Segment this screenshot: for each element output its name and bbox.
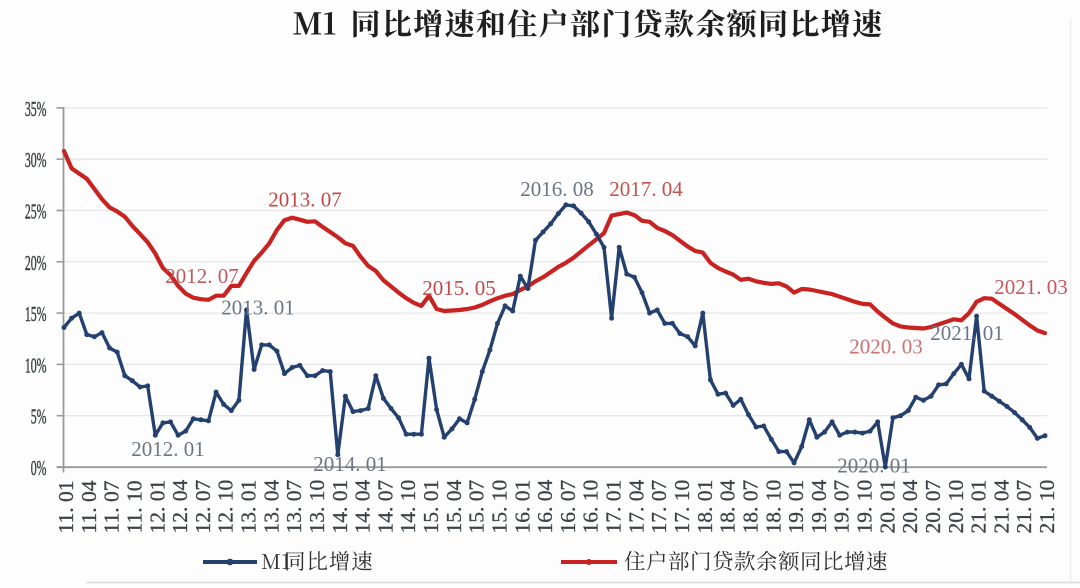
svg-text:16. 04: 16. 04: [533, 480, 557, 534]
svg-text:14. 01: 14. 01: [328, 480, 352, 534]
svg-text:19. 04: 19. 04: [807, 480, 831, 534]
svg-text:14. 07: 14. 07: [373, 480, 397, 534]
svg-text:2021. 03: 2021. 03: [994, 275, 1068, 299]
svg-text:18. 07: 18. 07: [739, 480, 763, 534]
svg-text:15. 01: 15. 01: [419, 480, 443, 534]
svg-text:11. 07: 11. 07: [100, 480, 124, 533]
svg-text:15. 04: 15. 04: [442, 480, 466, 534]
svg-text:11. 10: 11. 10: [122, 481, 146, 534]
svg-text:18. 04: 18. 04: [716, 480, 740, 534]
svg-text:2020. 03: 2020. 03: [849, 335, 923, 359]
svg-text:2012. 07: 2012. 07: [165, 264, 239, 288]
svg-text:25%: 25%: [25, 200, 47, 224]
svg-text:13. 04: 13. 04: [259, 480, 283, 534]
svg-text:12. 10: 12. 10: [214, 480, 238, 534]
svg-text:16. 10: 16. 10: [579, 480, 603, 534]
svg-text:30%: 30%: [25, 149, 47, 173]
svg-text:35%: 35%: [25, 97, 47, 121]
svg-text:15. 07: 15. 07: [465, 480, 489, 534]
svg-text:2013. 07: 2013. 07: [268, 188, 342, 212]
svg-text:14. 10: 14. 10: [396, 480, 420, 534]
svg-text:17. 04: 17. 04: [624, 480, 648, 534]
svg-text:2020. 01: 2020. 01: [837, 454, 911, 478]
svg-text:17. 10: 17. 10: [670, 480, 694, 534]
svg-text:16. 01: 16. 01: [510, 480, 534, 534]
svg-text:0%: 0%: [31, 456, 47, 480]
svg-text:19. 10: 19. 10: [853, 480, 877, 534]
svg-text:18. 10: 18. 10: [761, 480, 785, 534]
svg-text:11. 04: 11. 04: [77, 480, 101, 533]
svg-text:20. 01: 20. 01: [875, 480, 899, 534]
svg-text:21. 01: 21. 01: [967, 480, 991, 534]
svg-text:2014. 01: 2014. 01: [313, 452, 387, 476]
svg-text:2021. 01: 2021. 01: [930, 321, 1004, 345]
svg-text:20. 07: 20. 07: [921, 480, 945, 534]
svg-text:19. 01: 19. 01: [784, 480, 808, 534]
svg-text:2015. 05: 2015. 05: [422, 276, 496, 300]
svg-text:15. 10: 15. 10: [488, 480, 512, 534]
svg-text:14. 04: 14. 04: [351, 480, 375, 534]
svg-text:12. 01: 12. 01: [145, 480, 169, 534]
svg-text:16. 07: 16. 07: [556, 480, 580, 534]
svg-text:15%: 15%: [25, 303, 47, 327]
svg-text:17. 01: 17. 01: [602, 480, 626, 534]
svg-text:21. 04: 21. 04: [989, 480, 1013, 534]
svg-text:20%: 20%: [25, 251, 47, 275]
svg-text:2012. 01: 2012. 01: [131, 437, 205, 461]
svg-text:18. 01: 18. 01: [693, 480, 717, 534]
svg-text:10%: 10%: [25, 354, 47, 378]
svg-text:13. 07: 13. 07: [282, 480, 306, 534]
svg-text:20. 10: 20. 10: [944, 480, 968, 534]
svg-text:2016. 08: 2016. 08: [520, 177, 594, 201]
svg-text:13. 10: 13. 10: [305, 480, 329, 534]
svg-text:5%: 5%: [31, 405, 47, 429]
svg-text:21. 07: 21. 07: [1012, 480, 1036, 534]
svg-text:12. 07: 12. 07: [191, 480, 215, 534]
svg-text:17. 07: 17. 07: [647, 480, 671, 534]
svg-text:21. 10: 21. 10: [1035, 480, 1059, 534]
svg-text:2017. 04: 2017. 04: [609, 177, 683, 201]
svg-text:2013. 01: 2013. 01: [221, 296, 295, 320]
svg-text:11. 01: 11. 01: [54, 481, 78, 534]
svg-text:20. 04: 20. 04: [898, 480, 922, 534]
svg-text:19. 07: 19. 07: [830, 480, 854, 534]
svg-text:13. 01: 13. 01: [237, 480, 261, 534]
svg-text:12. 04: 12. 04: [168, 480, 192, 534]
